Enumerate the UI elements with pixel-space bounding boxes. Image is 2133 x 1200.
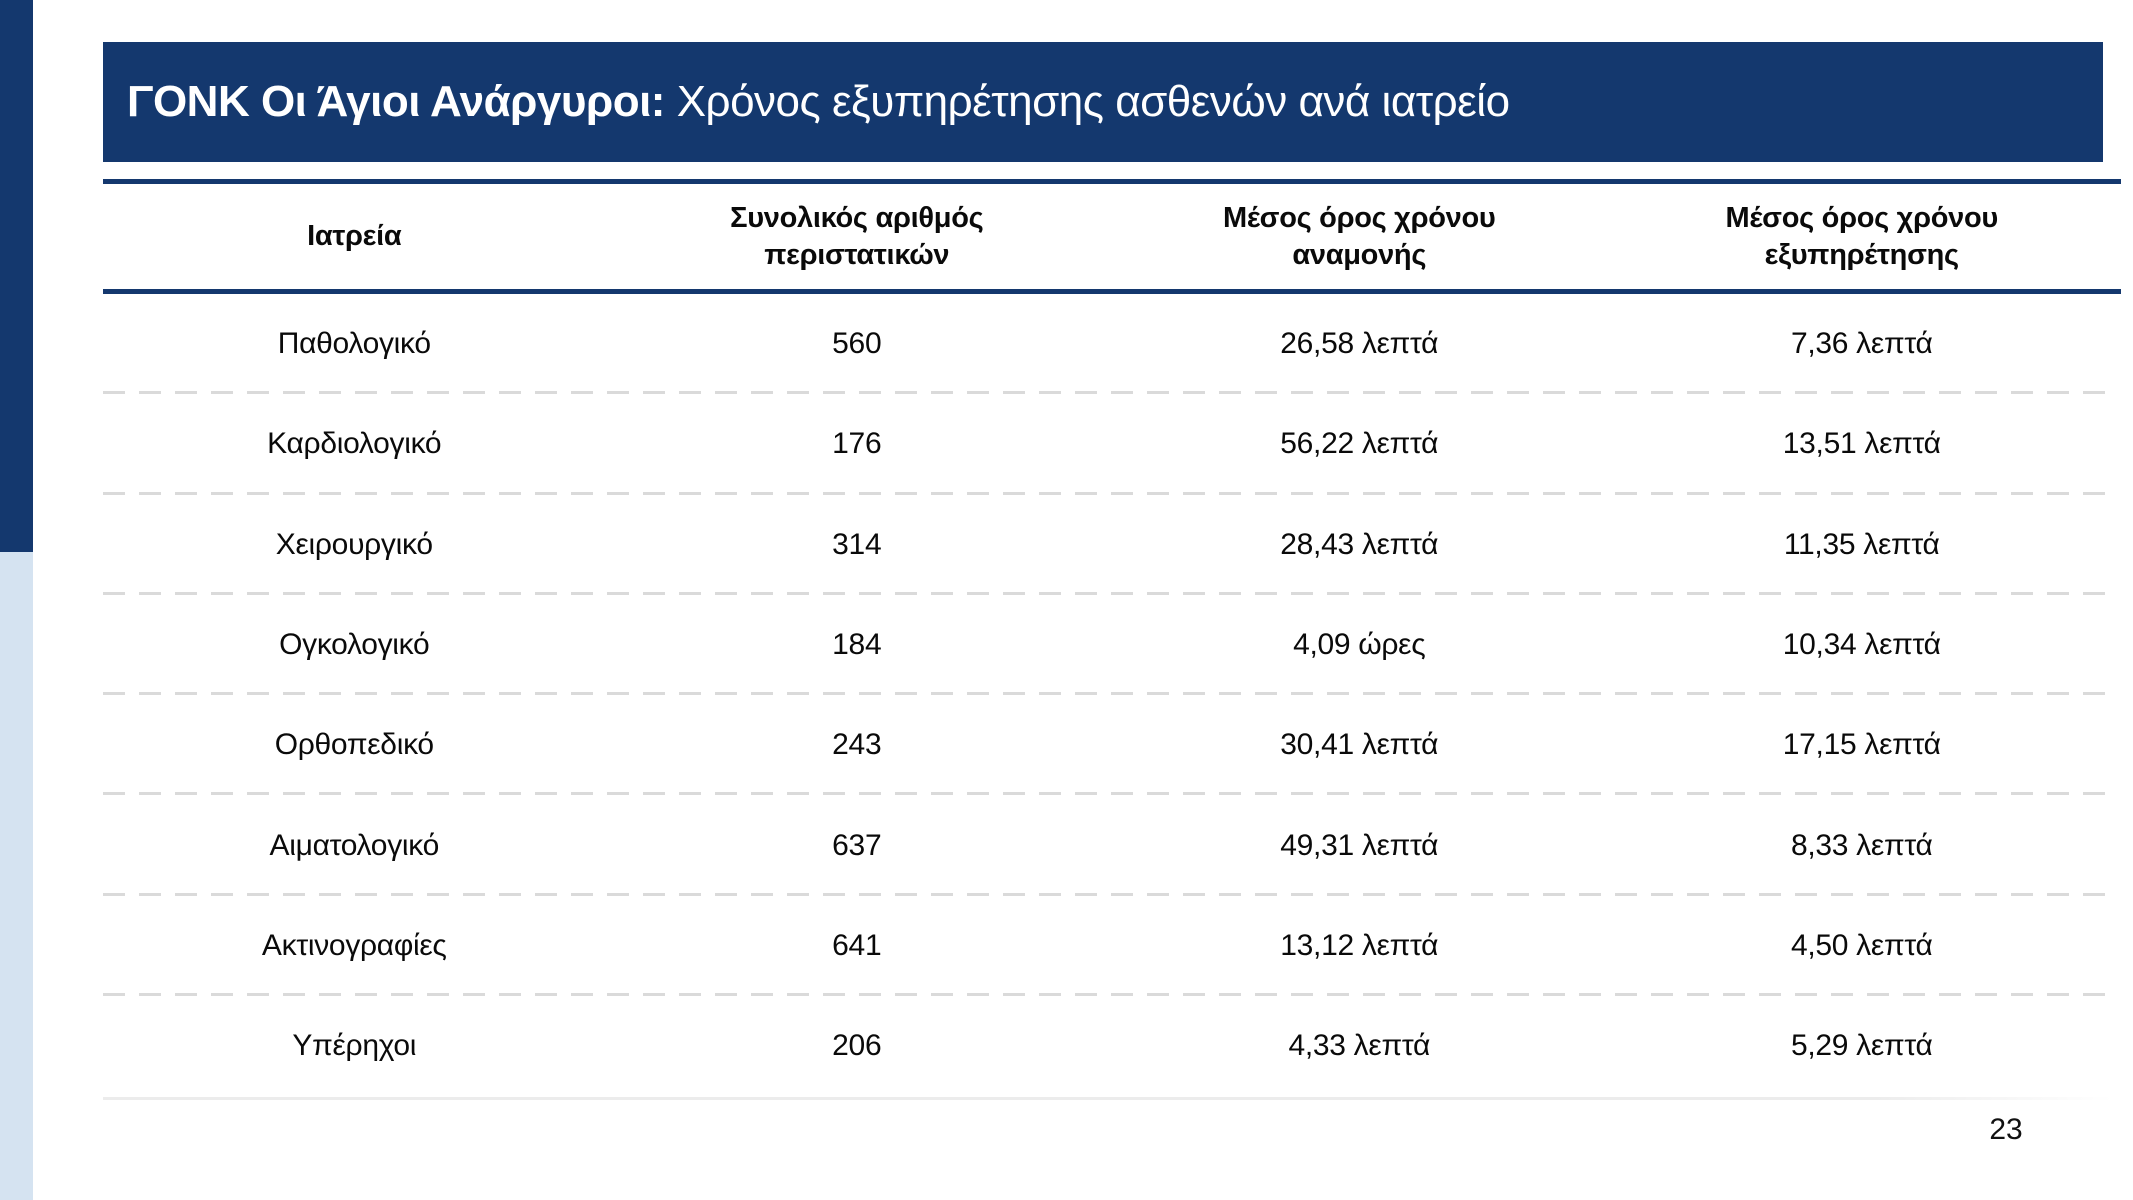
table-cell: 176 xyxy=(832,427,882,461)
table-cell: 7,36 λεπτά xyxy=(1790,327,1933,361)
table-cell: 26,58 λεπτά xyxy=(1280,327,1439,361)
table-cell: Χειρουργικό xyxy=(275,527,433,561)
table-cell: 56,22 λεπτά xyxy=(1280,427,1439,461)
table-cell: 637 xyxy=(832,828,882,862)
table-cell: 28,43 λεπτά xyxy=(1280,527,1439,561)
table-top-rule xyxy=(103,179,2121,184)
table-cell: 13,51 λεπτά xyxy=(1782,427,1941,461)
title-subject: Χρόνος εξυπηρέτησης ασθενών ανά ιατρείο xyxy=(664,77,1510,126)
table-cell: 17,15 λεπτά xyxy=(1782,728,1941,762)
table-row: Χειρουργικό 314 28,43 λεπτά 11,35 λεπτά xyxy=(103,495,2113,596)
table-cell: 4,33 λεπτά xyxy=(1288,1029,1431,1063)
table-cell: 206 xyxy=(832,1029,882,1063)
table-cell: 560 xyxy=(832,327,882,361)
table-cell: 13,12 λεπτά xyxy=(1280,928,1439,962)
page-number: 23 xyxy=(1989,1113,2023,1146)
table-cell: 11,35 λεπτά xyxy=(1783,527,1940,561)
table-row: Ογκολογικό 184 4,09 ώρες 10,34 λεπτά xyxy=(103,595,2113,696)
table-cell: Παθολογικό xyxy=(277,327,431,361)
column-header-total-cases: Συνολικός αριθμός περιστατικών xyxy=(730,201,984,271)
table-cell: 4,50 λεπτά xyxy=(1790,928,1933,962)
table-cell: 8,33 λεπτά xyxy=(1790,828,1933,862)
table-cell: 4,09 ώρες xyxy=(1293,628,1426,662)
table-row: Υπέρηχοι 206 4,33 λεπτά 5,29 λεπτά xyxy=(103,996,2113,1096)
column-header-avg-service-time: Μέσος όρος χρόνου εξυπηρέτησης xyxy=(1725,201,1999,271)
table-cell: 184 xyxy=(832,628,882,662)
table-row: Ακτινογραφίες 641 13,12 λεπτά 4,50 λεπτά xyxy=(103,896,2113,997)
table-bottom-line xyxy=(103,1097,2113,1100)
table-row: Παθολογικό 560 26,58 λεπτά 7,36 λεπτά xyxy=(103,294,2113,395)
title-hospital-name: ΓΟΝΚ Οι Άγιοι Ανάργυροι: xyxy=(127,77,665,126)
table-cell: Υπέρηχοι xyxy=(292,1029,417,1063)
table-body: Παθολογικό 560 26,58 λεπτά 7,36 λεπτά Καρδιο… xyxy=(103,294,2113,1096)
title-banner: ΓΟΝΚ Οι Άγιοι Ανάργυροι: Χρόνος εξυπηρέτ… xyxy=(103,42,2103,162)
table-cell: 10,34 λεπτά xyxy=(1782,628,1941,662)
table-cell: 314 xyxy=(832,527,882,561)
table-cell: Ακτινογραφίες xyxy=(261,928,447,962)
column-header-avg-wait-time: Μέσος όρος χρόνου αναμονής xyxy=(1223,201,1496,271)
table-row: Ορθοπεδικό 243 30,41 λεπτά 17,15 λεπτά xyxy=(103,695,2113,796)
table-header-row: Ιατρεία Συνολικός αριθμός περιστατικών Μ… xyxy=(103,185,2113,288)
table-cell: 243 xyxy=(832,728,882,762)
table-cell: Αιματολογικό xyxy=(269,828,440,862)
slide-title: ΓΟΝΚ Οι Άγιοι Ανάργυροι: Χρόνος εξυπηρέτ… xyxy=(127,77,1510,127)
table-row: Αιματολογικό 637 49,31 λεπτά 8,33 λεπτά xyxy=(103,795,2113,897)
table-row: Καρδιολογικό 176 56,22 λεπτά 13,51 λεπτά xyxy=(103,394,2113,495)
table-cell: Ογκολογικό xyxy=(279,628,430,662)
left-accent-bar-bottom xyxy=(0,552,33,1200)
left-accent-bar-top xyxy=(0,0,33,555)
column-header-clinic: Ιατρεία xyxy=(307,220,402,252)
table-cell: Καρδιολογικό xyxy=(267,427,442,461)
table-cell: 30,41 λεπτά xyxy=(1280,728,1439,762)
table-cell: 49,31 λεπτά xyxy=(1280,828,1439,862)
table-cell: Ορθοπεδικό xyxy=(274,728,434,762)
table-cell: 5,29 λεπτά xyxy=(1790,1029,1933,1063)
table-cell: 641 xyxy=(832,928,882,962)
header-bottom-rule xyxy=(103,289,2121,294)
